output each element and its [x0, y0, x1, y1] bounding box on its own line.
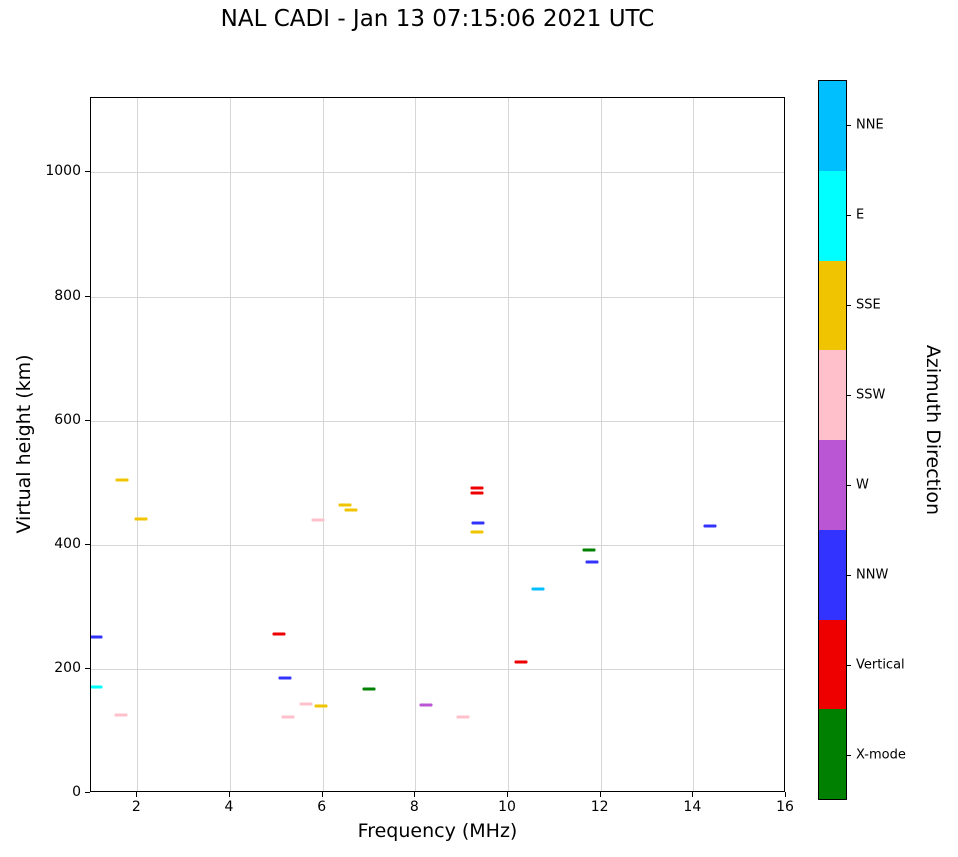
- x-tick: [599, 792, 601, 797]
- y-tick-label: 0: [72, 784, 81, 800]
- colorbar-segment-ssw: [819, 350, 846, 440]
- colorbar-tick: [847, 485, 851, 486]
- x-tick: [136, 792, 138, 797]
- data-point-nne: [531, 587, 545, 591]
- gridline-x: [415, 98, 417, 791]
- data-point-ssw: [311, 518, 325, 522]
- data-point-sse: [344, 508, 358, 512]
- x-tick: [414, 792, 416, 797]
- y-tick: [85, 792, 90, 793]
- colorbar-axis-label: Azimuth Direction: [922, 344, 944, 516]
- colorbar-category-label: X-mode: [856, 747, 906, 763]
- data-point-vertical: [470, 491, 484, 495]
- gridline-y: [91, 544, 784, 546]
- colorbar-segment-nnw: [819, 529, 846, 620]
- data-point-nnw: [278, 676, 292, 680]
- x-tick: [507, 792, 508, 797]
- colorbar-tick: [847, 215, 851, 216]
- gridline-y: [91, 296, 784, 298]
- x-tick-label: 4: [224, 799, 234, 815]
- colorbar-segment-x-mode: [819, 709, 846, 799]
- y-tick-label: 600: [54, 411, 81, 428]
- colorbar-category-label: Vertical: [856, 657, 905, 673]
- colorbar-category-label: SSW: [856, 387, 886, 403]
- data-point-vertical: [272, 632, 286, 636]
- data-point-vertical: [470, 486, 484, 490]
- data-point-x-mode: [362, 687, 376, 691]
- x-tick-label: 14: [683, 799, 702, 815]
- data-point-nnw: [703, 524, 717, 528]
- gridline-x: [508, 98, 509, 791]
- plot-layer: [91, 98, 784, 791]
- data-point-nnw: [471, 521, 485, 525]
- x-tick: [785, 792, 786, 797]
- colorbar-tick: [847, 575, 851, 576]
- x-tick-label: 16: [776, 799, 794, 815]
- x-tick: [321, 792, 323, 797]
- x-tick-label: 6: [317, 799, 327, 815]
- data-point-sse: [115, 478, 129, 482]
- y-tick-label: 400: [54, 535, 81, 552]
- colorbar-segments: [819, 81, 846, 799]
- y-tick-label: 1000: [45, 163, 81, 180]
- colorbar-segment-vertical: [819, 619, 846, 710]
- colorbar-category-label: NNW: [856, 567, 889, 583]
- data-point-ssw: [114, 713, 128, 717]
- gridline-x: [693, 98, 695, 791]
- gridline-y: [91, 172, 784, 174]
- y-tick-label: 800: [54, 287, 81, 304]
- y-tick-label: 200: [54, 659, 81, 676]
- colorbar-category-label: W: [856, 477, 869, 493]
- x-tick-label: 2: [131, 799, 141, 815]
- x-tick-label: 8: [409, 799, 419, 815]
- colorbar-segment-w: [819, 440, 846, 530]
- data-point-e: [91, 685, 103, 689]
- x-axis-label: Frequency (MHz): [357, 820, 518, 842]
- y-axis-label: Virtual height (km): [13, 354, 35, 534]
- colorbar-category-label: E: [856, 207, 865, 223]
- colorbar-tick: [847, 125, 851, 126]
- data-point-ssw: [299, 702, 313, 706]
- colorbar-segment-nne: [819, 81, 846, 171]
- colorbar: [818, 80, 847, 800]
- gridline-y: [91, 668, 784, 670]
- plot-area: [90, 97, 785, 792]
- x-tick-label: 12: [590, 799, 609, 815]
- colorbar-tick: [847, 665, 851, 666]
- data-point-ssw: [456, 715, 470, 719]
- data-point-sse: [134, 517, 148, 521]
- colorbar-category-label: NNE: [856, 117, 884, 133]
- gridline-x: [230, 98, 231, 791]
- colorbar-tick: [847, 755, 851, 756]
- gridline-x: [600, 98, 602, 791]
- gridline-x: [322, 98, 324, 791]
- x-tick: [229, 792, 230, 797]
- colorbar-segment-e: [819, 170, 846, 261]
- data-point-nnw: [91, 635, 103, 639]
- data-point-x-mode: [582, 548, 596, 552]
- gridline-y: [91, 420, 784, 422]
- gridline-x: [137, 98, 139, 791]
- data-point-nnw: [585, 560, 599, 564]
- data-point-ssw: [281, 715, 295, 719]
- x-tick-label: 10: [498, 799, 516, 815]
- data-point-sse: [470, 530, 484, 534]
- data-point-sse: [314, 704, 328, 708]
- colorbar-tick: [847, 305, 851, 306]
- x-tick: [692, 792, 694, 797]
- colorbar-tick: [847, 395, 851, 396]
- data-point-vertical: [514, 660, 528, 664]
- colorbar-segment-sse: [819, 260, 846, 351]
- colorbar-category-label: SSE: [856, 297, 881, 313]
- data-point-w: [419, 703, 433, 707]
- data-point-sse: [338, 503, 352, 507]
- chart-title: NAL CADI - Jan 13 07:15:06 2021 UTC: [220, 6, 655, 32]
